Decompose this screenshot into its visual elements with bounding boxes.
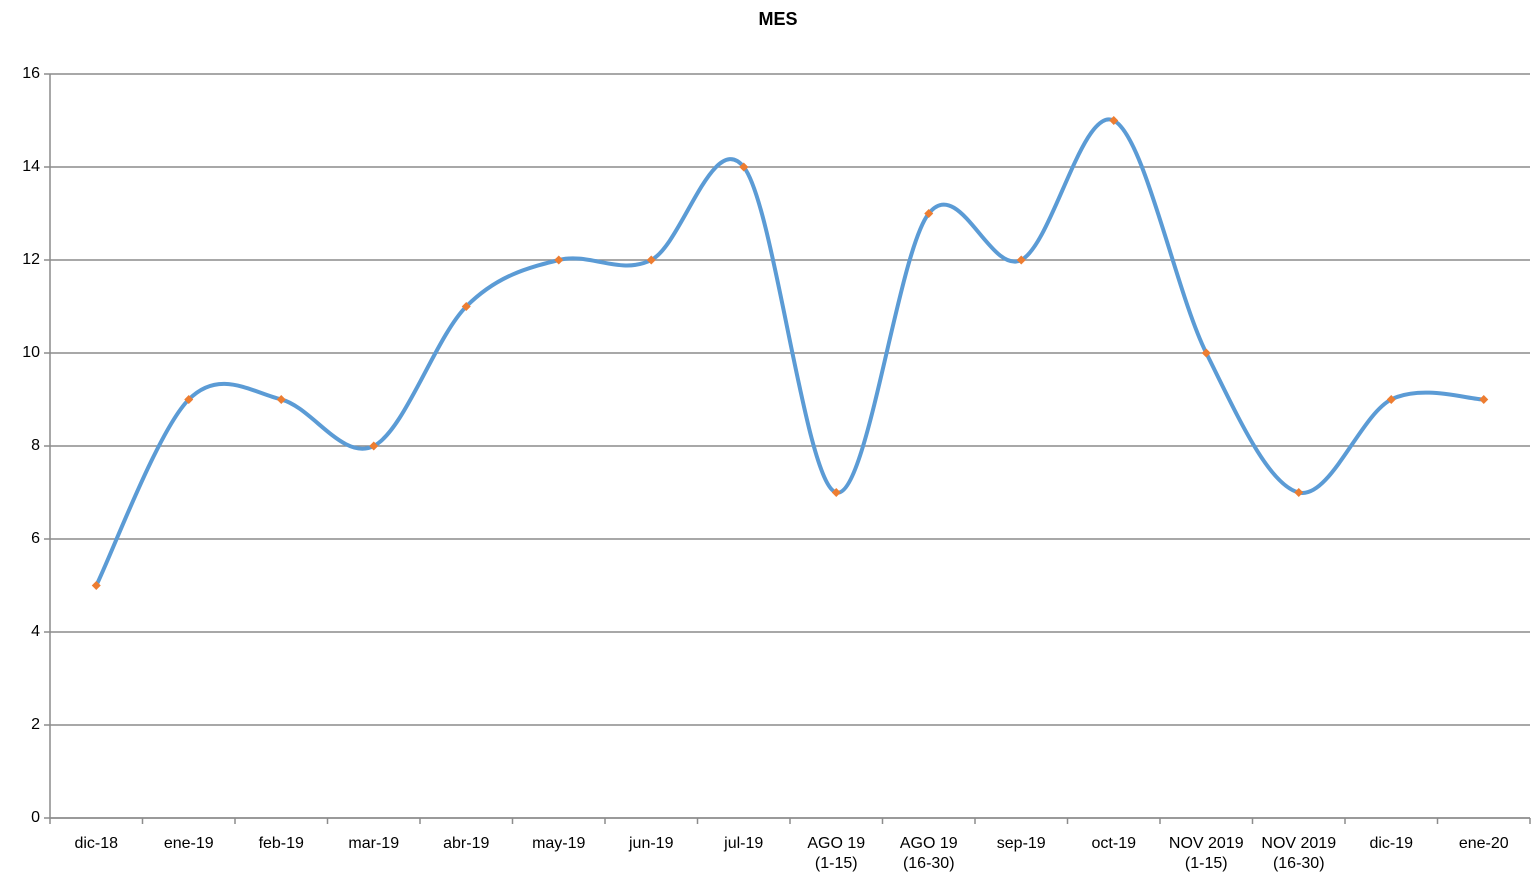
x-tick-label: jun-19 — [629, 835, 674, 852]
marker — [646, 255, 656, 265]
chart-title: MES — [758, 9, 797, 29]
x-tick-label: abr-19 — [443, 835, 490, 852]
y-tick-label: 14 — [22, 158, 40, 175]
x-tick-label: AGO 19 (16-30) — [899, 835, 958, 872]
marker — [739, 162, 749, 172]
x-tick-label: ene-19 — [163, 835, 214, 852]
marker — [369, 441, 379, 451]
x-tick-label: may-19 — [532, 835, 586, 852]
marker — [924, 209, 934, 218]
marker — [1109, 116, 1119, 125]
x-tick-label: ene-20 — [1458, 835, 1509, 852]
marker — [1016, 255, 1026, 265]
y-tick-label: 8 — [31, 437, 40, 454]
x-tick-label: dic-18 — [74, 835, 119, 852]
y-tick-label: 6 — [31, 530, 40, 547]
y-tick-label: 12 — [22, 251, 40, 268]
y-tick-label: 4 — [31, 623, 40, 640]
y-tick-label: 16 — [22, 65, 40, 82]
marker — [1201, 348, 1211, 358]
x-tick-label: jul-19 — [724, 835, 764, 852]
x-tick-label: NOV 2019 (16-30) — [1261, 835, 1337, 872]
marker — [276, 395, 286, 404]
marker — [831, 488, 841, 497]
x-tick-label: NOV 2019 (1-15) — [1168, 835, 1244, 872]
marker — [184, 395, 194, 404]
y-tick-label: 0 — [31, 809, 40, 826]
marker — [1479, 395, 1489, 404]
x-tick-label: AGO 19 (1-15) — [807, 835, 866, 872]
x-tick-label: mar-19 — [348, 835, 400, 852]
x-tick-label: sep-19 — [996, 835, 1046, 852]
marker — [1386, 395, 1396, 404]
x-tick-label: oct-19 — [1091, 835, 1136, 852]
x-tick-label: dic-19 — [1369, 835, 1414, 852]
line — [94, 117, 1484, 587]
y-tick-label: 2 — [31, 716, 40, 733]
marker — [461, 302, 471, 311]
y-tick-label: 10 — [22, 344, 40, 361]
marker — [1294, 488, 1304, 497]
x-tick-label: feb-19 — [258, 835, 304, 852]
marker — [91, 581, 101, 590]
marker — [554, 255, 564, 265]
